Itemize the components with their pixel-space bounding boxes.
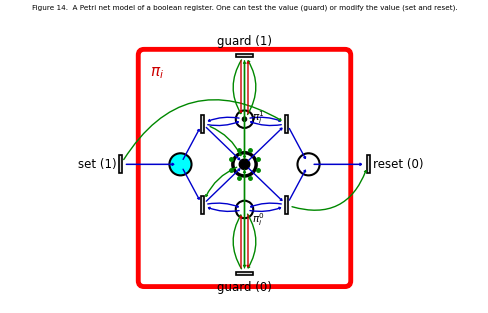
Text: $\pi_i^0$: $\pi_i^0$ — [251, 211, 264, 228]
Text: $\pi_i^1$: $\pi_i^1$ — [251, 109, 264, 126]
Text: guard (0): guard (0) — [217, 281, 271, 294]
Circle shape — [232, 153, 256, 176]
Circle shape — [239, 159, 249, 170]
Circle shape — [169, 153, 191, 175]
Text: reset (0): reset (0) — [372, 158, 422, 171]
Text: $\pi_i$: $\pi_i$ — [150, 65, 163, 81]
Circle shape — [235, 201, 253, 218]
Text: Figure 14.  A Petri net model of a boolean register. One can test the value (gua: Figure 14. A Petri net model of a boolea… — [32, 5, 456, 11]
Bar — [119, 155, 122, 173]
Text: guard (1): guard (1) — [217, 35, 271, 48]
Circle shape — [242, 117, 246, 122]
Circle shape — [297, 153, 319, 175]
Bar — [285, 196, 287, 214]
Circle shape — [235, 110, 253, 128]
Bar — [366, 155, 369, 173]
Bar — [236, 272, 252, 275]
Bar — [201, 115, 203, 133]
Bar — [285, 115, 287, 133]
Text: set (1): set (1) — [78, 158, 116, 171]
Bar — [201, 196, 203, 214]
Bar — [236, 54, 252, 57]
